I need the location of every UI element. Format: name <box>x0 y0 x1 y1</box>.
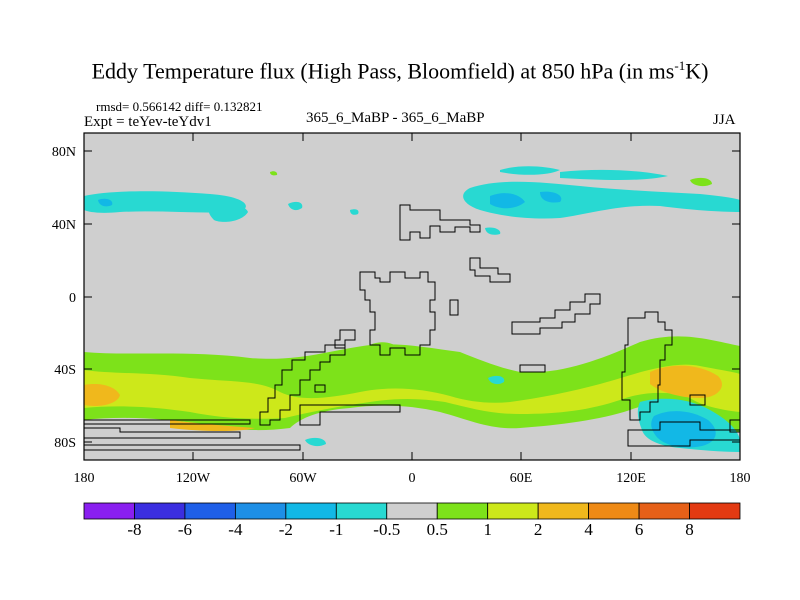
x-tick-label: 180 <box>730 471 751 486</box>
x-tick-label: 120E <box>616 471 646 486</box>
colorbar-swatch <box>184 502 236 520</box>
colorbar-label: 8 <box>685 520 694 539</box>
map-panel <box>83 132 741 461</box>
colorbar-swatch <box>487 502 539 520</box>
colorbar-label: -4 <box>228 520 243 539</box>
colorbar-label: -1 <box>329 520 343 539</box>
contour-positive-yellow <box>84 364 740 419</box>
colorbar-swatch <box>386 502 438 520</box>
colorbar-swatch <box>83 502 135 520</box>
colorbar-label: 0.5 <box>427 520 448 539</box>
colorbar-label: -8 <box>127 520 141 539</box>
colorbar-swatch <box>588 502 640 520</box>
colorbar-swatch <box>234 502 287 520</box>
colorbar-label: 2 <box>534 520 543 539</box>
colorbar-label: 6 <box>635 520 644 539</box>
colorbar-swatch <box>335 502 388 520</box>
x-tick-label: 120W <box>176 471 211 486</box>
axis-ticks <box>83 133 741 460</box>
x-tick-label: 60E <box>510 471 533 486</box>
contour-negative-cyan-small <box>90 201 501 235</box>
contour-positive-orange <box>84 365 722 431</box>
y-tick-label: 40S <box>54 363 76 378</box>
contour-negative-cyan-nh <box>84 166 740 219</box>
x-tick-label: 180 <box>74 471 95 486</box>
y-axis-labels: 80N 40N 0 40S 80S <box>52 145 76 451</box>
season-label: JJA <box>713 112 736 128</box>
experiment-label: Expt = teYev-teYdv1 <box>84 114 212 130</box>
contour-negative-blue-sh <box>651 411 716 448</box>
y-tick-label: 80N <box>52 145 76 160</box>
colorbar-swatch <box>638 502 690 520</box>
y-tick-label: 40N <box>52 218 76 233</box>
colorbar-swatch <box>537 502 590 520</box>
x-axis-labels: 180 120W 60W 0 60E 120E 180 <box>74 471 751 486</box>
y-tick-label: 80S <box>54 436 76 451</box>
rmsd-diff-text: rmsd= 0.566142 diff= 0.132821 <box>96 99 263 114</box>
colorbar-swatch <box>134 502 186 520</box>
colorbar-swatch <box>285 502 337 520</box>
plot-title: Eddy Temperature flux (High Pass, Bloomf… <box>91 58 709 84</box>
colorbar-label: -2 <box>279 520 293 539</box>
colorbar-label: -6 <box>178 520 192 539</box>
x-tick-label: 0 <box>409 471 416 486</box>
colorbar-swatch <box>689 502 741 520</box>
y-tick-label: 0 <box>69 291 76 306</box>
colorbar: -8 -6 -4 -2 -1 -0.5 0.5 1 2 4 6 8 <box>83 502 741 539</box>
contour-negative-blue-nh <box>98 191 562 209</box>
x-tick-label: 60W <box>289 471 317 486</box>
colorbar-label: 4 <box>584 520 593 539</box>
colorbar-swatch <box>436 502 489 520</box>
colorbar-label: -0.5 <box>373 520 400 539</box>
colorbar-label: 1 <box>483 520 492 539</box>
case-label: 365_6_MaBP - 365_6_MaBP <box>306 110 485 126</box>
